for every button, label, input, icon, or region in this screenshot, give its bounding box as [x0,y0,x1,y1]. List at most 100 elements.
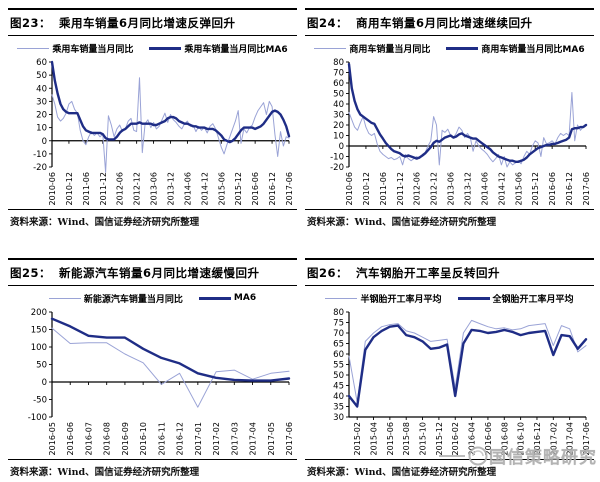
svg-text:2017-04: 2017-04 [566,422,575,455]
svg-text:2013-12: 2013-12 [464,172,473,205]
figure-23-title: 图23： 乘用车销量6月同比增速反弹回升 [8,8,297,36]
light-line-swatch [314,47,347,49]
svg-text:2016-06: 2016-06 [484,422,493,455]
svg-text:20: 20 [333,121,344,131]
svg-text:2017-04: 2017-04 [249,422,258,455]
svg-text:2017-06: 2017-06 [582,172,591,205]
svg-text:2016-10: 2016-10 [517,422,526,455]
svg-text:0: 0 [42,378,47,388]
svg-text:2017-02: 2017-02 [549,422,558,455]
svg-text:2017-06: 2017-06 [285,172,294,205]
svg-text:2016-12: 2016-12 [176,422,185,455]
chart-legend: 半钢胎开工率月平均 全钢胎开工率月平均 [305,291,594,305]
svg-text:2015-02: 2015-02 [353,422,362,455]
svg-text:2017-05: 2017-05 [267,422,276,455]
svg-text:2013-12: 2013-12 [167,172,176,205]
svg-text:2010-06: 2010-06 [345,172,354,205]
figure-24-title: 图24： 商用车销量6月同比增速继续回升 [305,8,594,36]
svg-text:2010-06: 2010-06 [48,172,57,205]
legend-label: 乘用车销量当月同比MA6 [184,44,288,55]
source-note: 资料来源：Wind、国信证券经济研究所整理 [8,459,297,478]
figure-number: 图24： [307,16,349,30]
dark-line-swatch [457,296,490,300]
svg-text:30: 30 [333,111,344,121]
chart-legend: 乘用车销量当月同比 乘用车销量当月同比MA6 [8,41,297,55]
svg-text:2015-04: 2015-04 [370,422,379,455]
svg-text:2011-12: 2011-12 [99,172,108,205]
svg-text:-10: -10 [33,150,47,160]
svg-text:-20: -20 [33,163,47,173]
dark-line-swatch [198,296,231,300]
svg-text:70: 70 [333,69,344,79]
svg-text:2016-05: 2016-05 [48,422,57,455]
svg-text:2010-12: 2010-12 [65,172,74,205]
svg-text:2017-06: 2017-06 [582,422,591,455]
light-line-swatch [17,47,50,49]
svg-text:45: 45 [333,382,344,392]
svg-text:75: 75 [333,319,344,329]
source-text: 资料来源：Wind、国信证券经济研究所整理 [10,217,200,228]
light-line-swatch [325,297,358,299]
svg-text:50: 50 [36,71,47,81]
figure-number: 图25： [10,266,52,280]
figure-25-title: 图25： 新能源汽车销量6月同比增速缓慢回升 [8,258,297,286]
svg-text:2016-08: 2016-08 [103,422,112,455]
legend-item: 乘用车销量当月同比MA6 [149,42,288,55]
svg-text:2016-07: 2016-07 [84,422,93,455]
svg-text:40: 40 [36,84,47,94]
svg-text:30: 30 [36,97,47,107]
svg-text:55: 55 [333,361,344,371]
svg-text:80: 80 [333,308,344,318]
svg-text:-100: -100 [28,413,47,423]
source-text: 资料来源：Wind、国信证券经济研究所整理 [10,467,200,478]
chart-legend: 新能源汽车销量当月同比 MA6 [8,291,297,305]
svg-text:2014-06: 2014-06 [480,172,489,205]
legend-label: 全钢胎开工率月平均 [492,294,574,305]
figure-number: 图26： [307,266,349,280]
source-text: 资料来源：Wind、国信证券经济研究所整理 [307,467,497,478]
svg-text:2012-12: 2012-12 [430,172,439,205]
legend-label: MA6 [233,293,257,303]
svg-text:2011-12: 2011-12 [396,172,405,205]
svg-text:2016-12: 2016-12 [565,172,574,205]
svg-text:2016-08: 2016-08 [500,422,509,455]
figure-title-text: 乘用车销量6月同比增速反弹回升 [59,16,236,30]
svg-text:70: 70 [333,329,344,339]
legend-label: 半钢胎开工率月平均 [360,294,442,305]
svg-text:10: 10 [36,124,47,134]
source-text: 资料来源：Wind、国信证券经济研究所整理 [307,217,497,228]
figure-panel-26: 图26： 汽车钢胎开工率呈反转回升 半钢胎开工率月平均 全钢胎开工率月平均 80 7… [305,258,594,478]
source-note: 资料来源：Wind、国信证券经济研究所整理 [305,209,594,228]
svg-text:100: 100 [31,343,47,353]
svg-text:2013-06: 2013-06 [447,172,456,205]
svg-text:2011-06: 2011-06 [82,172,91,205]
svg-text:2014-12: 2014-12 [200,172,209,205]
svg-text:-20: -20 [330,163,344,173]
svg-text:2015-12: 2015-12 [435,422,444,455]
svg-text:60: 60 [333,79,344,89]
source-note: 资料来源：Wind、国信证券经济研究所整理 [8,209,297,228]
svg-text:0: 0 [42,137,47,147]
dark-line-swatch [446,46,479,50]
legend-item: 新能源汽车销量当月同比 [48,292,183,305]
svg-text:2014-06: 2014-06 [183,172,192,205]
svg-text:0: 0 [339,142,344,152]
svg-text:2015-12: 2015-12 [234,172,243,205]
svg-text:50: 50 [333,371,344,381]
svg-text:50: 50 [333,90,344,100]
svg-text:65: 65 [333,340,344,350]
svg-text:2015-08: 2015-08 [402,422,411,455]
svg-text:2016-10: 2016-10 [139,422,148,455]
svg-text:2013-06: 2013-06 [150,172,159,205]
legend-item: 乘用车销量当月同比 [17,42,133,55]
svg-text:2016-06: 2016-06 [66,422,75,455]
dark-line-swatch [149,46,182,50]
svg-text:80: 80 [333,58,344,68]
svg-text:2016-02: 2016-02 [451,422,460,455]
svg-text:35: 35 [333,403,344,413]
figure-panel-24: 图24： 商用车销量6月同比增速继续回升 商用车销量当月同比 商用车销量当月同比M… [305,8,594,228]
